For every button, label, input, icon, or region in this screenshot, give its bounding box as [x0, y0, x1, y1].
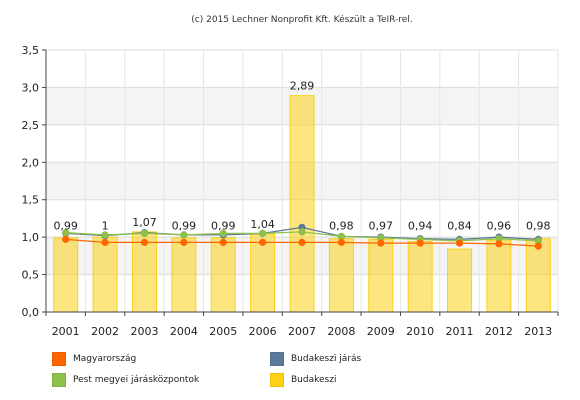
point-Pest megyei járásközpontok-2002	[101, 231, 109, 239]
x-tick-label: 2010	[406, 325, 434, 338]
axes	[42, 49, 559, 316]
point-Pest megyei járásközpontok-2005	[219, 229, 227, 237]
data-label-2006: 1,04	[250, 218, 275, 231]
bar-2011	[447, 248, 473, 313]
point-Pest megyei járásközpontok-2008	[337, 232, 345, 240]
point-Pest megyei járásközpontok-2001	[62, 229, 70, 237]
point-Pest megyei járásközpontok-2006	[259, 229, 267, 237]
data-labels: 0,99 1 1,07 0,99 0,99 1,04 2,89 0,98 0,97 0,94 0,8…	[53, 80, 550, 233]
x-tick-label: 2009	[367, 325, 395, 338]
y-tick-label: 3,0	[22, 81, 40, 94]
x-tick-label: 2006	[249, 325, 277, 338]
x-tick-label: 2001	[52, 325, 80, 338]
x-tick-label: 2011	[446, 325, 474, 338]
x-tick-label: 2007	[288, 325, 316, 338]
bar-2009	[368, 238, 394, 313]
point-Pest megyei járásközpontok-2007	[298, 228, 306, 236]
point-Magyarország-2012	[495, 240, 503, 248]
bar-2001	[53, 237, 79, 313]
data-label-2010: 0,94	[408, 220, 433, 233]
bar-2010	[407, 241, 433, 313]
point-Magyarország-2005	[219, 238, 227, 246]
bar-2013	[525, 238, 551, 313]
chart-subtitle: (c) 2015 Lechner Nonprofit Kft. Készült …	[191, 14, 412, 25]
x-tick-labels: 2001 2002 2003 2004 2005 2006 2007 2008 2009 2010…	[52, 325, 553, 338]
bar-2007	[289, 95, 315, 313]
data-label-2009: 0,97	[369, 220, 394, 233]
bar-2012	[486, 239, 512, 313]
data-label-2007: 2,89	[290, 80, 315, 93]
data-label-2003: 1,07	[132, 216, 157, 229]
y-tick-label: 2,5	[22, 119, 40, 132]
point-Pest megyei járásközpontok-2004	[180, 231, 188, 239]
point-Magyarország-2001	[62, 235, 70, 243]
y-tick-label: 2,0	[22, 156, 40, 169]
point-Magyarország-2002	[101, 238, 109, 246]
point-Magyarország-2009	[377, 239, 385, 247]
y-tick-label: 0,5	[22, 269, 40, 282]
point-Magyarország-2008	[337, 238, 345, 246]
data-label-2011: 0,84	[447, 220, 472, 233]
data-label-2013: 0,98	[526, 220, 551, 233]
bar-2004	[171, 237, 197, 313]
point-Pest megyei járásközpontok-2013	[534, 237, 542, 245]
data-label-2002: 1	[102, 220, 109, 233]
y-tick-label: 0,0	[22, 306, 40, 319]
bar-2008	[328, 238, 354, 313]
x-tick-label: 2013	[524, 325, 552, 338]
point-Magyarország-2003	[140, 238, 149, 246]
bar-2002	[92, 236, 118, 313]
y-tick-label: 3,5	[22, 44, 40, 57]
point-Magyarország-2013	[534, 242, 542, 250]
point-Pest megyei járásközpontok-2012	[495, 235, 503, 243]
point-Magyarország-2004	[180, 238, 188, 246]
x-tick-label: 2008	[327, 325, 355, 338]
point-Pest megyei járásközpontok-2009	[377, 234, 385, 242]
data-label-2001: 0,99	[53, 220, 78, 233]
data-label-2008: 0,98	[329, 220, 354, 233]
x-tick-label: 2004	[170, 325, 198, 338]
point-Magyarország-2011	[455, 239, 464, 247]
series-points	[62, 223, 542, 250]
y-tick-labels: 0,0 0,5 1,0 1,5 2,0 2,5 3,0 3,5	[22, 44, 40, 319]
bar-2006	[250, 233, 276, 313]
point-Magyarország-2007	[298, 238, 306, 246]
plot-band	[46, 50, 558, 88]
bar-2005	[210, 237, 236, 313]
x-tick-label: 2003	[130, 325, 158, 338]
point-Magyarország-2010	[416, 239, 424, 247]
data-label-2004: 0,99	[172, 220, 197, 233]
x-tick-label: 2002	[91, 325, 119, 338]
point-Magyarország-2006	[259, 238, 267, 246]
data-label-2005: 0,99	[211, 220, 236, 233]
y-tick-label: 1,5	[22, 194, 40, 207]
x-tick-label: 2012	[485, 325, 513, 338]
y-tick-label: 1,0	[22, 231, 40, 244]
x-tick-label: 2005	[209, 325, 237, 338]
point-Pest megyei járásközpontok-2003	[140, 229, 149, 237]
data-label-2012: 0,96	[487, 220, 512, 233]
